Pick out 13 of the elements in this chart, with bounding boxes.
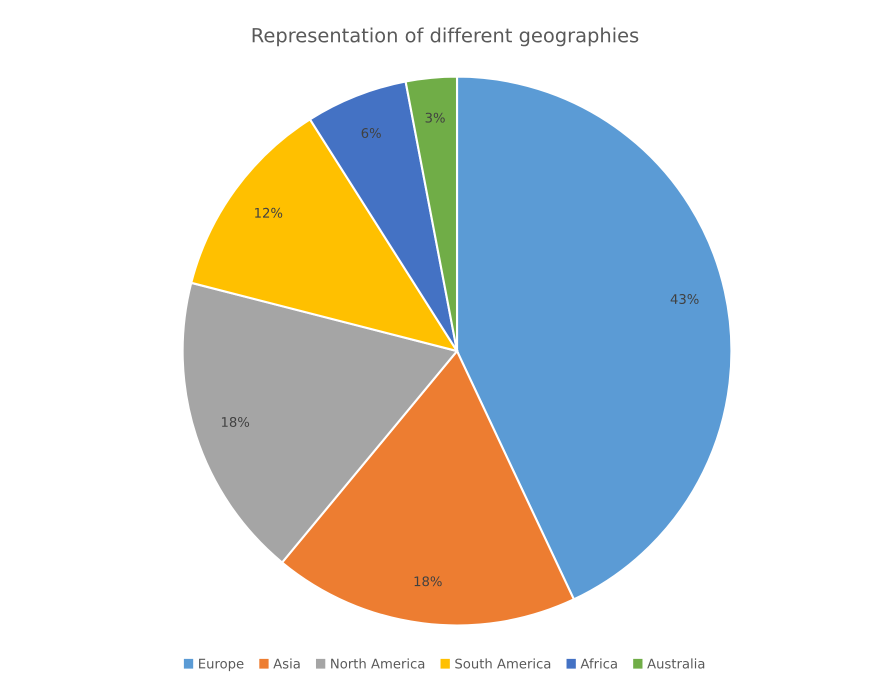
legend-label: Europe — [199, 658, 244, 672]
legend-label: Asia — [273, 658, 300, 669]
legend-label: North America — [331, 658, 424, 669]
data-label: 6% — [362, 128, 381, 138]
data-label: 18% — [414, 576, 442, 586]
chart-title: Representation of different geographies — [252, 27, 638, 46]
legend-label: Africa — [580, 658, 617, 669]
data-label: 43% — [670, 294, 699, 304]
legend-label: Australia — [647, 658, 704, 669]
legend-label: South America — [455, 658, 550, 669]
data-label: 3% — [426, 112, 445, 123]
data-label: 12% — [255, 208, 282, 218]
data-label: 18% — [222, 416, 250, 427]
